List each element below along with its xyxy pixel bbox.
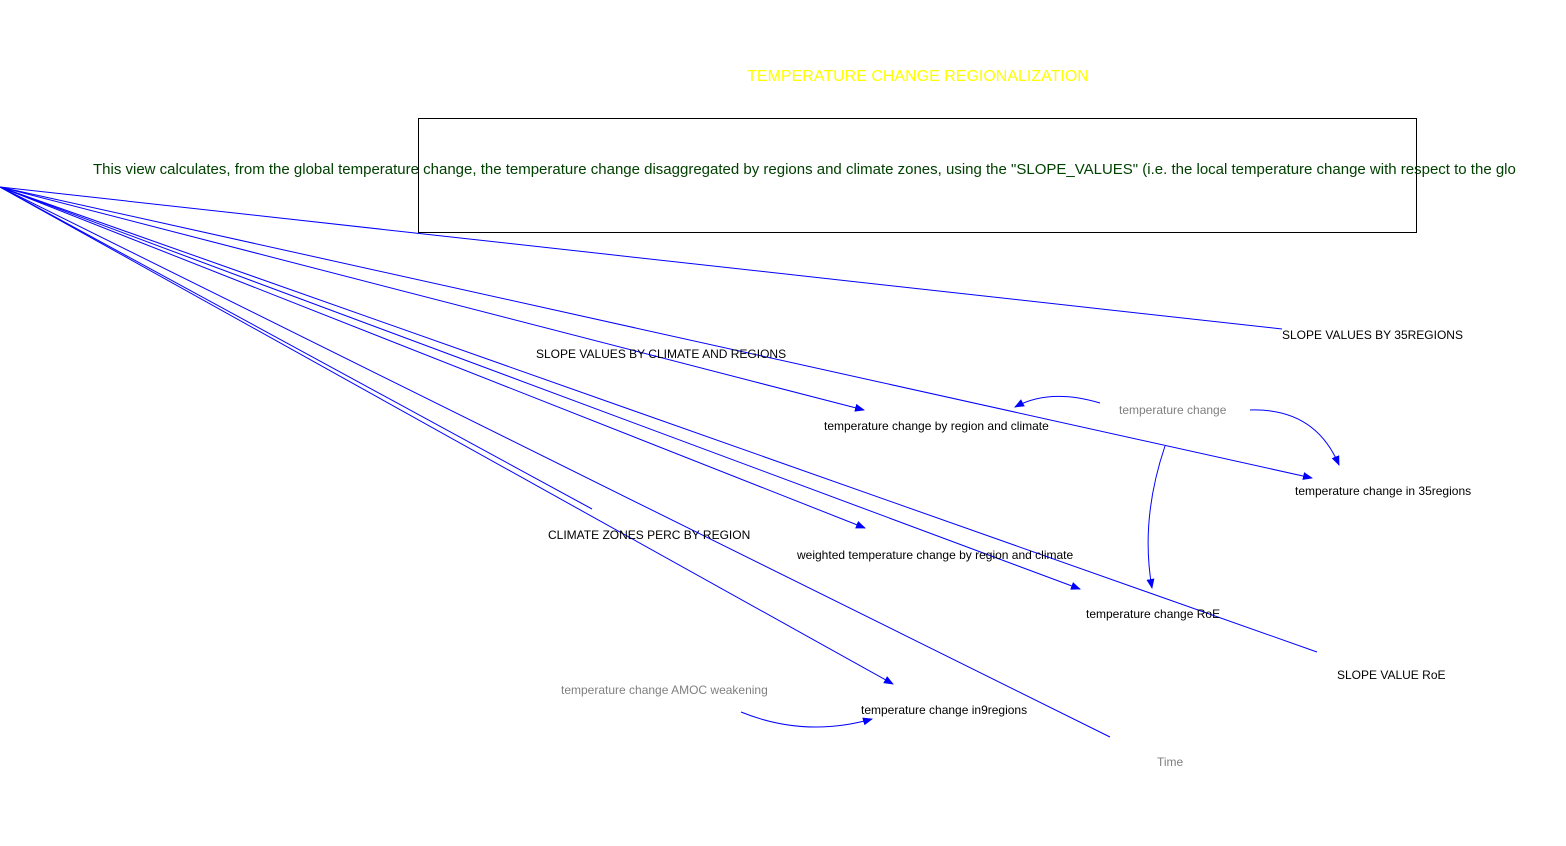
shadow-var-temperature-change[interactable]: temperature change (1119, 403, 1227, 417)
var-temp-change-9regions[interactable]: temperature change in9regions (861, 703, 1028, 717)
curved-link-4 (740, 711, 873, 728)
straight-link-7 (0, 186, 1318, 653)
straight-link-3 (0, 186, 1313, 480)
description-box (418, 118, 1417, 233)
var-weighted-temp-change[interactable]: weighted temperature change by region an… (797, 548, 1074, 562)
var-slope-values-climate-regions[interactable]: SLOPE VALUES BY CLIMATE AND REGIONS (536, 347, 787, 361)
straight-link-4 (0, 186, 593, 510)
var-temp-change-35regions[interactable]: temperature change in 35regions (1295, 484, 1472, 498)
shadow-var-time[interactable]: Time (1157, 755, 1184, 769)
curved-link-3 (1146, 445, 1166, 589)
straight-link-6 (0, 186, 1081, 590)
var-temp-change-by-region-climate[interactable]: temperature change by region and climate (824, 419, 1049, 433)
var-climate-zones-perc[interactable]: CLIMATE ZONES PERC BY REGION (548, 528, 751, 542)
var-temp-change-roe[interactable]: temperature change RoE (1086, 607, 1221, 621)
straight-link-2 (0, 186, 865, 412)
straight-link-9 (0, 186, 1111, 738)
curved-link-1 (1014, 395, 1101, 408)
var-slope-value-roe[interactable]: SLOPE VALUE RoE (1337, 668, 1446, 682)
var-slope-values-35regions[interactable]: SLOPE VALUES BY 35REGIONS (1282, 328, 1463, 342)
straight-link-1 (0, 186, 1283, 330)
view-title: TEMPERATURE CHANGE REGIONALIZATION (747, 68, 1089, 85)
straight-link-8 (0, 186, 894, 685)
straight-link-5 (0, 186, 866, 529)
shadow-var-temp-change-amoc[interactable]: temperature change AMOC weakening (561, 683, 768, 697)
view-description: This view calculates, from the global te… (93, 161, 1516, 178)
curved-link-2 (1249, 409, 1340, 466)
